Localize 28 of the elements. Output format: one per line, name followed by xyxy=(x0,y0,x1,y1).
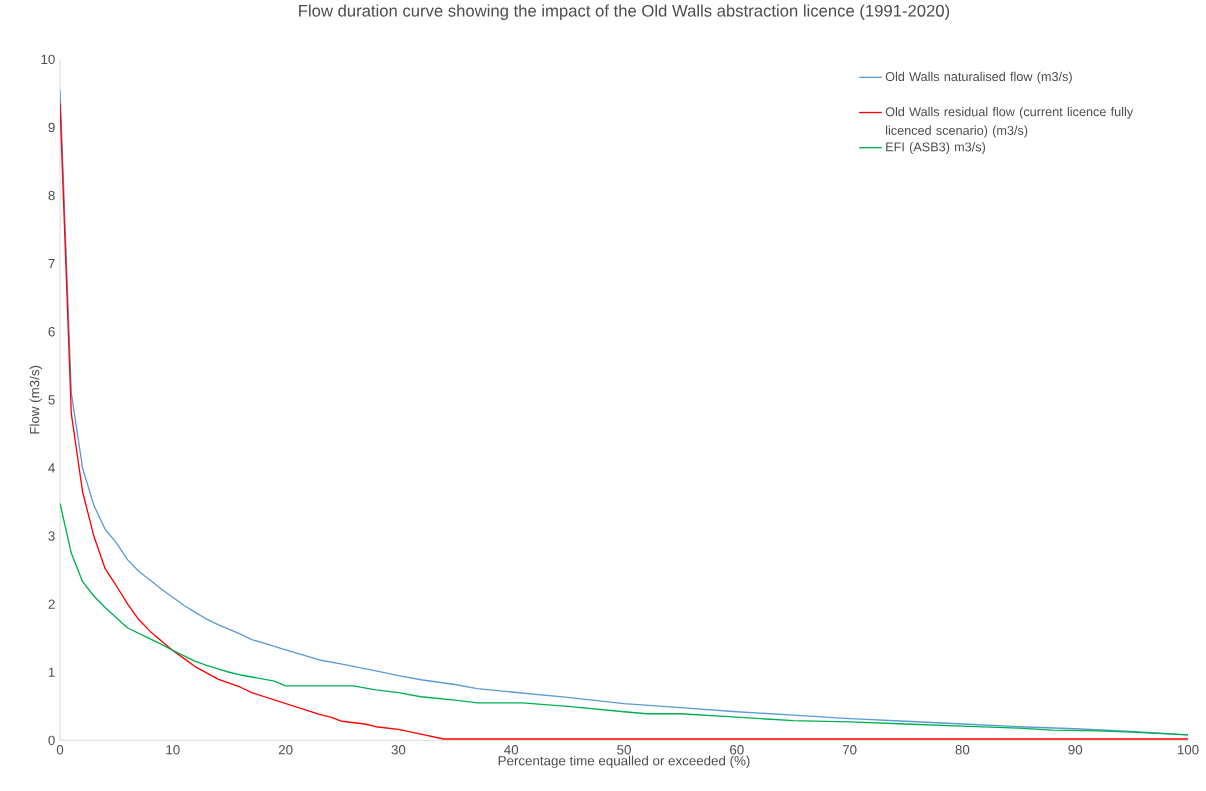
legend-label: EFI (ASB3) m3/s) xyxy=(886,141,986,154)
chart-title: Flow duration curve showing the impact of the Old Walls abstraction licence (1991-2020) xyxy=(299,4,950,20)
x-tick-label: 100 xyxy=(1177,744,1199,755)
y-tick-label: 0 xyxy=(48,735,55,745)
x-tick-label: 0 xyxy=(56,744,64,755)
x-tick-label: 90 xyxy=(1068,744,1083,755)
y-tick-label: 8 xyxy=(48,190,55,201)
x-tick-label: 20 xyxy=(278,744,293,755)
x-tick-label: 30 xyxy=(391,744,406,755)
y-tick-label: 7 xyxy=(48,258,55,269)
y-tick-label: 9 xyxy=(48,122,55,132)
y-tick-label: 1 xyxy=(48,667,55,677)
y-tick-label: 2 xyxy=(48,599,55,609)
x-tick-label: 10 xyxy=(166,744,180,755)
x-tick-label: 80 xyxy=(955,744,970,755)
y-tick-label: 4 xyxy=(48,463,55,473)
x-tick-label: 50 xyxy=(617,744,631,755)
x-tick-label: 70 xyxy=(842,744,857,755)
x-tick-label: 40 xyxy=(504,744,519,755)
x-axis-title: Percentage time equalled or exceeded (%) xyxy=(498,755,750,768)
y-tick-label: 3 xyxy=(48,531,55,541)
y-axis-title: Flow (m3/s) xyxy=(29,365,42,434)
legend-label: Old Walls residual flow (current licence fully licenced scenario) (m3/s) xyxy=(885,106,1134,138)
y-tick-label: 6 xyxy=(48,326,55,337)
x-tick-label: 60 xyxy=(730,744,744,755)
y-tick-label: 10 xyxy=(41,54,55,64)
legend-label: Old Walls naturalised flow (m3/s) xyxy=(885,71,1072,84)
y-tick-label: 5 xyxy=(48,395,55,405)
